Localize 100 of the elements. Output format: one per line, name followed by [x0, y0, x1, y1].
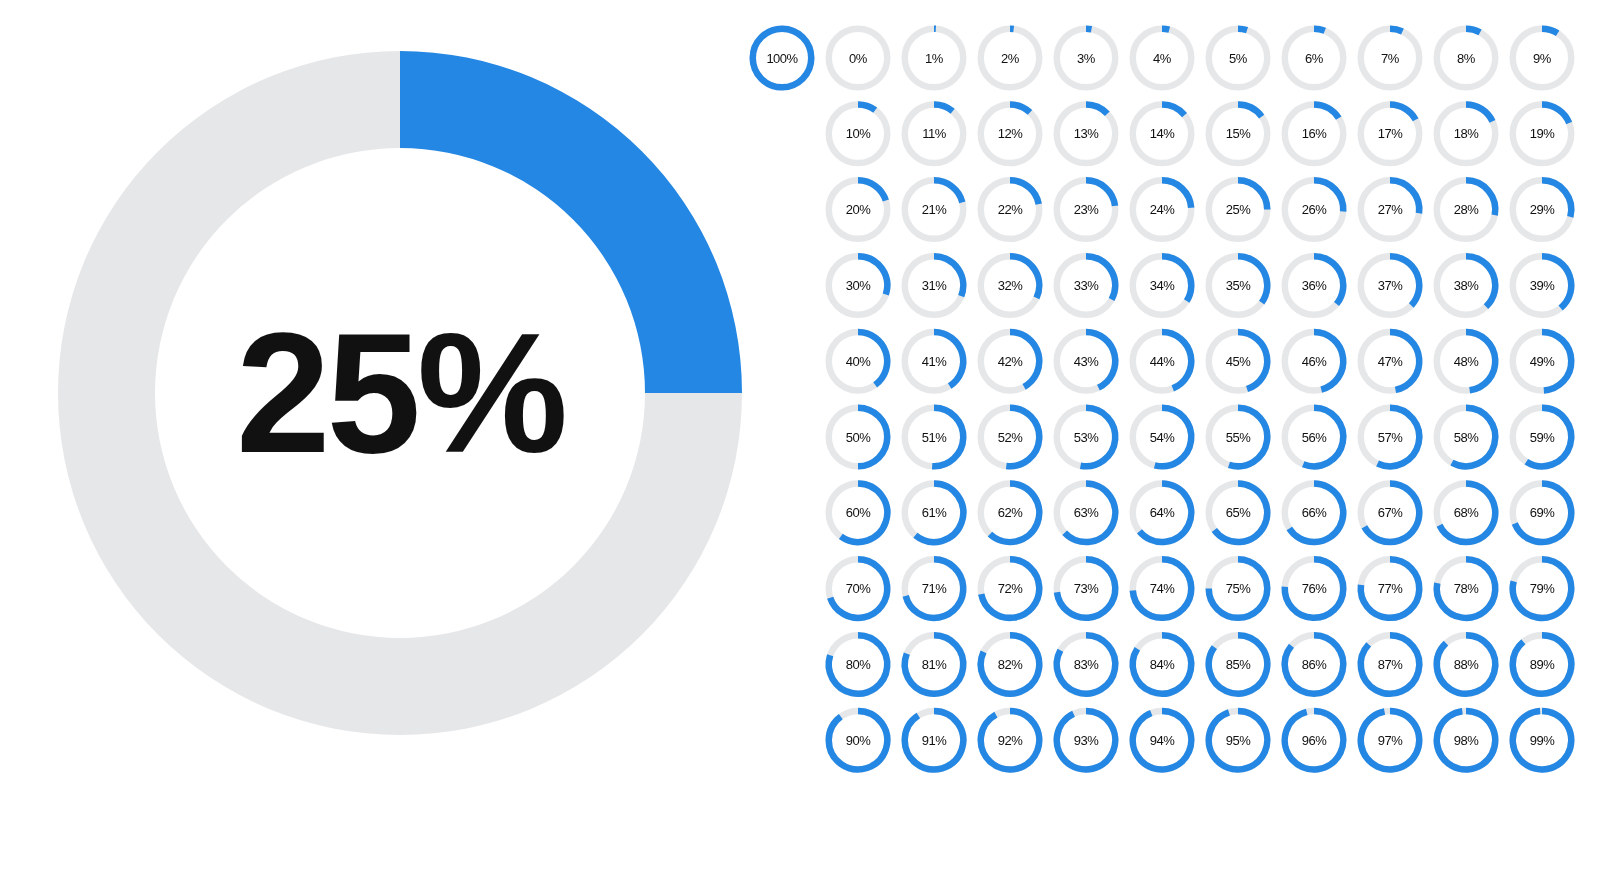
data-label: 66%	[1301, 505, 1328, 521]
data-label: 6%	[1305, 50, 1324, 66]
data-label: 98%	[1453, 732, 1480, 748]
data-label: 77%	[1377, 581, 1404, 597]
data-label: 52%	[997, 429, 1024, 445]
data-label: 79%	[1529, 581, 1556, 597]
data-label: 40%	[845, 353, 872, 369]
data-label: 48%	[1453, 353, 1480, 369]
data-label: 92%	[997, 732, 1024, 748]
data-label: 93%	[1073, 732, 1100, 748]
data-label: 94%	[1149, 732, 1176, 748]
data-label: 33%	[1073, 277, 1100, 293]
data-label: 12%	[997, 126, 1024, 142]
data-label: 72%	[997, 581, 1024, 597]
data-label: 23%	[1073, 202, 1100, 218]
data-label: 63%	[1073, 505, 1100, 521]
data-label: 16%	[1301, 126, 1328, 142]
data-label: 53%	[1073, 429, 1100, 445]
data-label: 38%	[1453, 277, 1480, 293]
data-label: 87%	[1377, 656, 1404, 672]
data-label: 35%	[1225, 277, 1252, 293]
data-label: 96%	[1301, 732, 1328, 748]
data-label: 67%	[1377, 505, 1404, 521]
data-label: 21%	[921, 202, 948, 218]
data-label: 99%	[1529, 732, 1556, 748]
data-label: 82%	[997, 656, 1024, 672]
data-label: 68%	[1453, 505, 1480, 521]
data-label: 62%	[997, 505, 1024, 521]
data-label: 88%	[1453, 656, 1480, 672]
data-label: 31%	[921, 277, 948, 293]
data-label: 76%	[1301, 581, 1328, 597]
data-label: 22%	[997, 202, 1024, 218]
data-label: 85%	[1225, 656, 1252, 672]
data-label: 59%	[1529, 429, 1556, 445]
data-label: 54%	[1149, 429, 1176, 445]
data-label: 47%	[1377, 353, 1404, 369]
data-label: 14%	[1149, 126, 1176, 142]
data-label: 34%	[1149, 277, 1176, 293]
data-label: 15%	[1225, 126, 1252, 142]
data-label: 45%	[1225, 353, 1252, 369]
data-label: 56%	[1301, 429, 1328, 445]
data-label: 30%	[845, 277, 872, 293]
data-label: 57%	[1377, 429, 1404, 445]
data-label: 20%	[845, 202, 872, 218]
data-label: 42%	[997, 353, 1024, 369]
data-label: 4%	[1153, 50, 1172, 66]
data-label: 37%	[1377, 277, 1404, 293]
data-label: 1%	[925, 50, 944, 66]
data-label: 70%	[845, 581, 872, 597]
data-label: 78%	[1453, 581, 1480, 597]
data-label: 100%	[766, 50, 799, 66]
data-label: 46%	[1301, 353, 1328, 369]
data-label: 18%	[1453, 126, 1480, 142]
data-label: 58%	[1453, 429, 1480, 445]
data-label: 75%	[1225, 581, 1252, 597]
data-label: 7%	[1381, 50, 1400, 66]
data-label: 97%	[1377, 732, 1404, 748]
data-label: 50%	[845, 429, 872, 445]
data-label: 51%	[921, 429, 948, 445]
data-label: 5%	[1229, 50, 1248, 66]
data-label: 80%	[845, 656, 872, 672]
data-label: 2%	[1001, 50, 1020, 66]
data-label: 55%	[1225, 429, 1252, 445]
text: 25%	[235, 297, 565, 490]
data-label: 81%	[921, 656, 948, 672]
data-label: 64%	[1149, 505, 1176, 521]
data-label: 32%	[997, 277, 1024, 293]
data-label: 91%	[921, 732, 948, 748]
data-label: 17%	[1377, 126, 1404, 142]
data-label: 90%	[845, 732, 872, 748]
data-label: 44%	[1149, 353, 1176, 369]
data-label: 60%	[845, 505, 872, 521]
data-label: 83%	[1073, 656, 1100, 672]
data-label: 49%	[1529, 353, 1556, 369]
data-label: 9%	[1533, 50, 1552, 66]
data-label: 3%	[1077, 50, 1096, 66]
data-label: 8%	[1457, 50, 1476, 66]
data-label: 11%	[922, 126, 947, 142]
data-label: 74%	[1149, 581, 1176, 597]
data-label: 28%	[1453, 202, 1480, 218]
data-label: 39%	[1529, 277, 1556, 293]
data-label: 13%	[1073, 126, 1100, 142]
data-label: 41%	[921, 353, 948, 369]
data-label: 25%	[1225, 202, 1252, 218]
data-label: 10%	[845, 126, 872, 142]
data-label: 89%	[1529, 656, 1556, 672]
data-label: 73%	[1073, 581, 1100, 597]
data-label: 36%	[1301, 277, 1328, 293]
data-label: 65%	[1225, 505, 1252, 521]
data-label: 69%	[1529, 505, 1556, 521]
donut-slice	[58, 51, 742, 735]
data-label: 84%	[1149, 656, 1176, 672]
data-label: 71%	[921, 581, 948, 597]
data-label: 19%	[1529, 126, 1556, 142]
data-label: 0%	[849, 50, 868, 66]
data-label: 86%	[1301, 656, 1328, 672]
data-label: 27%	[1377, 202, 1404, 218]
data-label: 43%	[1073, 353, 1100, 369]
data-label: 29%	[1529, 202, 1556, 218]
data-label: 24%	[1149, 202, 1176, 218]
